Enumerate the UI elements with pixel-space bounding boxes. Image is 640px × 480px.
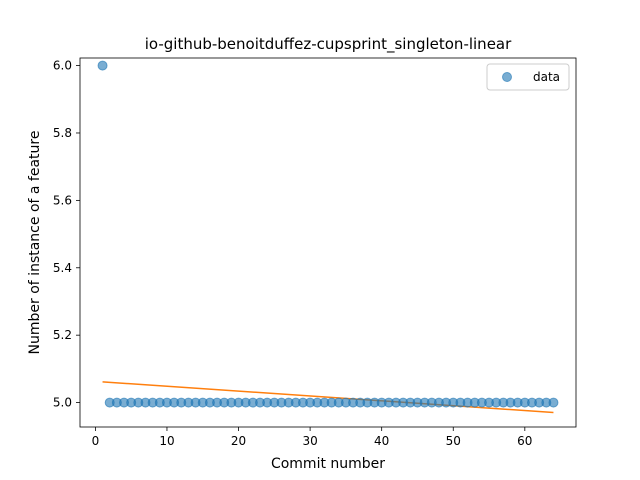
y-tick-label: 5.8 (53, 126, 72, 140)
legend-label-data: data (533, 70, 560, 84)
x-axis: 0 10 20 30 40 50 60 (92, 427, 532, 448)
y-tick-label: 5.4 (53, 261, 72, 275)
x-tick-label: 30 (302, 434, 317, 448)
x-tick-label: 10 (159, 434, 174, 448)
data-point (97, 60, 108, 71)
x-tick-label: 50 (446, 434, 461, 448)
legend-box (486, 63, 570, 91)
data-point (548, 397, 559, 408)
y-axis-label: Number of instance of a feature (27, 131, 43, 355)
x-axis-label: Commit number (271, 456, 385, 472)
y-tick-label: 5.6 (53, 193, 72, 207)
plot-area (79, 57, 577, 428)
legend: data (486, 63, 570, 91)
y-axis: 5.0 5.2 5.4 5.6 5.8 6.0 (53, 59, 80, 410)
x-tick-label: 40 (374, 434, 389, 448)
y-tick-label: 5.0 (53, 396, 72, 410)
scatter-points (97, 60, 559, 408)
x-tick-label: 0 (92, 434, 100, 448)
y-tick-label: 6.0 (53, 59, 72, 73)
fit-line (102, 381, 554, 414)
legend-marker-data (502, 72, 512, 82)
x-tick-label: 20 (231, 434, 246, 448)
y-tick-label: 5.2 (53, 328, 72, 342)
fit-line-layer (102, 381, 554, 414)
chart-title: io-github-benoitduffez-cupsprint_singlet… (145, 35, 512, 54)
x-tick-label: 60 (517, 434, 532, 448)
